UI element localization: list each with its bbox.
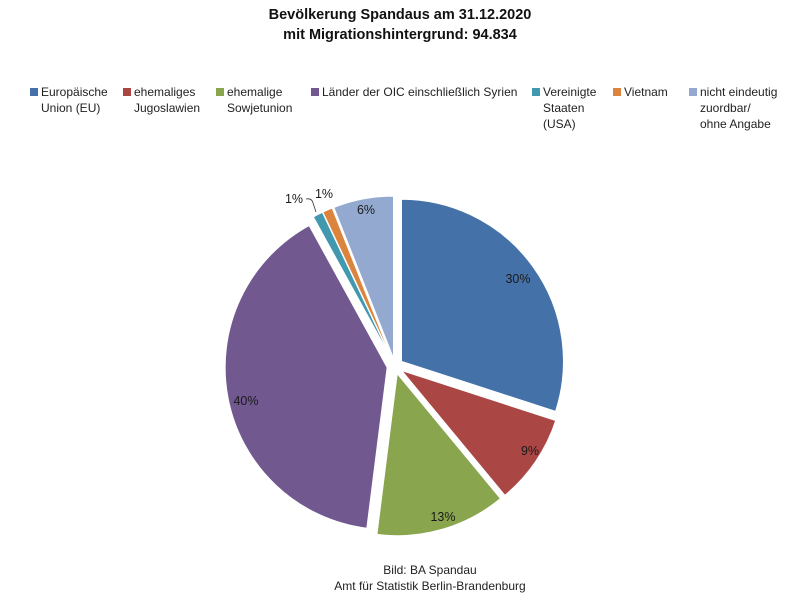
source-line2: Amt für Statistik Berlin-Brandenburg <box>334 579 526 593</box>
source-line1: Bild: BA Spandau <box>383 563 477 577</box>
pie-slice-usa <box>312 211 392 360</box>
legend-label-vietnam: Vietnam <box>624 85 668 99</box>
legend-label-sowjetunion: ehemalige Sowjetunion <box>227 85 293 115</box>
pie-labels: 30% 9% 13% 40% 1% 1% 6% <box>233 187 539 524</box>
pie-label-usa: 1% <box>285 192 303 206</box>
legend-item-eu: Europäische Union (EU) <box>30 84 108 116</box>
legend-swatch-jugoslawien <box>123 88 131 96</box>
legend-item-usa: Vereinigte Staaten (USA) <box>532 84 596 132</box>
legend-swatch-vietnam <box>613 88 621 96</box>
pie-slice-oic <box>224 224 388 529</box>
legend-swatch-sowjetunion <box>216 88 224 96</box>
chart-legend: Europäische Union (EU) ehemaliges Jugosl… <box>0 84 800 164</box>
pie-label-eu: 30% <box>505 272 530 286</box>
legend-item-oic: Länder der OIC einschließlich Syrien <box>311 84 517 100</box>
pie-slice-eu <box>400 198 564 412</box>
pie-label-jugoslawien: 9% <box>521 444 539 458</box>
legend-swatch-unknown <box>689 88 697 96</box>
chart-title: Bevölkerung Spandaus am 31.12.2020 mit M… <box>0 5 800 45</box>
pie-slice-sowjetunion <box>376 372 502 537</box>
leader-line-usa <box>305 198 317 213</box>
chart-title-line2: mit Migrationshintergrund: 94.834 <box>283 27 517 43</box>
pie-slice-jugoslawien <box>400 369 557 497</box>
legend-label-oic: Länder der OIC einschließlich Syrien <box>322 85 518 99</box>
legend-item-sowjetunion: ehemalige Sowjetunion <box>216 84 292 116</box>
pie-label-unknown: 6% <box>357 203 375 217</box>
legend-label-usa: Vereinigte Staaten (USA) <box>543 85 597 131</box>
legend-label-unknown: nicht eindeutig zuordbar/ ohne Angabe <box>700 85 778 131</box>
pie-slice-vietnam <box>322 207 393 359</box>
legend-item-vietnam: Vietnam <box>613 84 668 100</box>
chart-title-line1: Bevölkerung Spandaus am 31.12.2020 <box>268 7 532 23</box>
legend-label-eu: Europäische Union (EU) <box>41 85 108 115</box>
pie-slice-unknown <box>333 195 395 359</box>
legend-item-unknown: nicht eindeutig zuordbar/ ohne Angabe <box>689 84 777 132</box>
legend-swatch-eu <box>30 88 38 96</box>
pie-label-sowjetunion: 13% <box>430 510 455 524</box>
legend-label-jugoslawien: ehemaliges Jugoslawien <box>134 85 201 115</box>
pie-label-vietnam: 1% <box>315 187 333 201</box>
legend-item-jugoslawien: ehemaliges Jugoslawien <box>123 84 200 116</box>
pie-slices <box>224 195 564 537</box>
legend-swatch-oic <box>311 88 319 96</box>
image-source: Bild: BA Spandau Amt für Statistik Berli… <box>0 562 800 594</box>
legend-swatch-usa <box>532 88 540 96</box>
pie-label-oic: 40% <box>233 394 258 408</box>
